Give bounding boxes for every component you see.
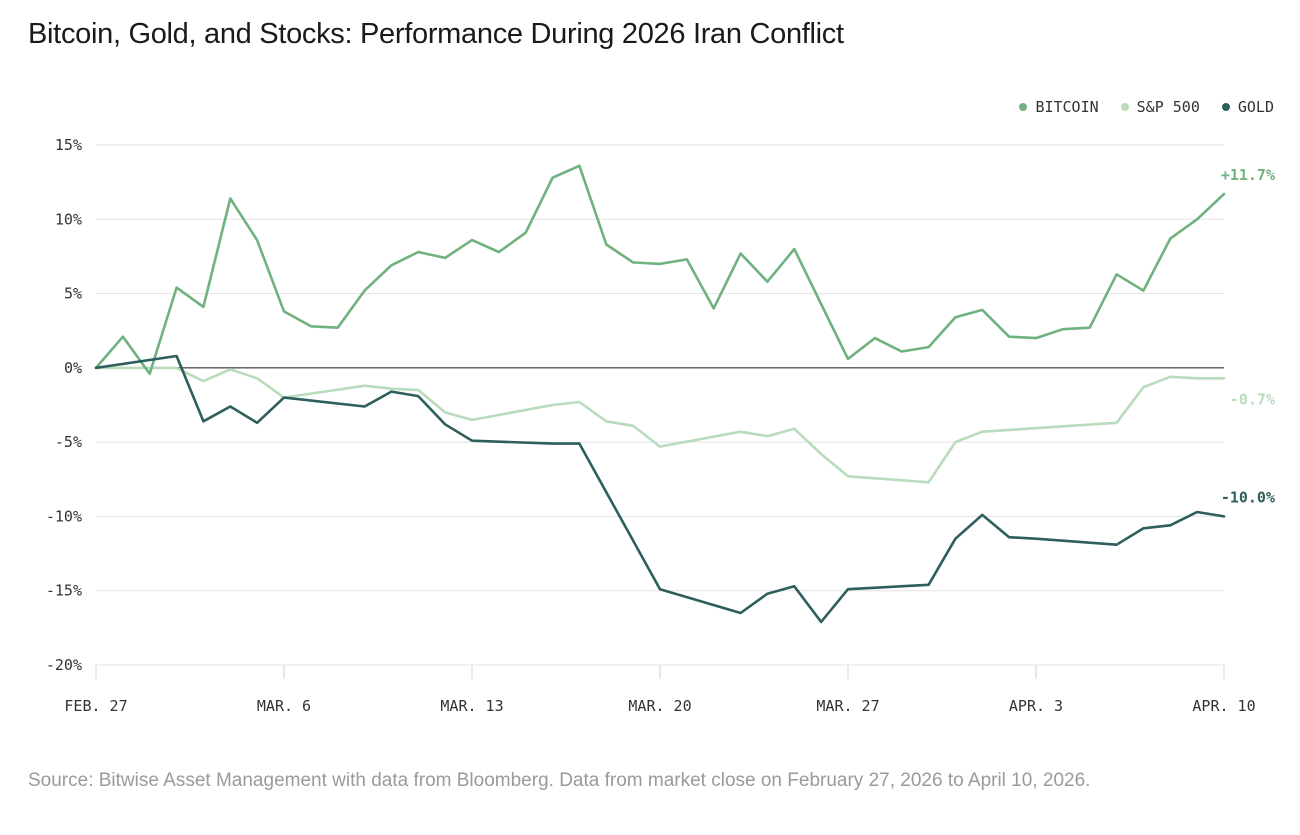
legend-item-sp500: S&P 500: [1120, 98, 1200, 116]
x-tick-label: APR. 10: [1192, 697, 1255, 715]
legend-label-bitcoin: BITCOIN: [1035, 98, 1099, 116]
y-tick-label: 5%: [64, 285, 82, 303]
x-axis-ticks: FEB. 27 MAR. 6 MAR. 13 MAR. 20 MAR. 27 APR. 3…: [64, 665, 1256, 715]
y-tick-label: 15%: [55, 136, 82, 154]
y-tick-label: 10%: [55, 210, 82, 228]
y-tick-label: -20%: [46, 656, 82, 674]
end-labels: +11.7% -0.7% -10.0%: [1221, 166, 1275, 506]
end-label-bitcoin: +11.7%: [1221, 166, 1275, 184]
line-chart: 15% 10% 5% 0% -5% -10% -15% -20% FEB. 27 MAR. 6 M…: [46, 136, 1275, 715]
series-line-s-p-500: [94, 366, 1226, 484]
x-tick-label: MAR. 20: [628, 697, 691, 715]
y-axis-ticks: 15% 10% 5% 0% -5% -10% -15% -20%: [46, 136, 82, 674]
legend-label-gold: GOLD: [1237, 98, 1274, 116]
x-tick-label: MAR. 6: [257, 697, 311, 715]
chart-title: Bitcoin, Gold, and Stocks: Performance D…: [28, 18, 844, 50]
legend: BITCOIN S&P 500 GOLD: [1019, 98, 1274, 116]
x-tick-label: MAR. 27: [816, 697, 879, 715]
legend-dot-bitcoin-icon: [1019, 103, 1028, 111]
y-tick-label: -15%: [46, 582, 82, 600]
legend-item-bitcoin: BITCOIN: [1019, 98, 1099, 116]
legend-item-gold: GOLD: [1221, 98, 1274, 116]
end-label-gold: -10.0%: [1221, 488, 1275, 506]
series-lines: [94, 164, 1226, 624]
y-tick-label: 0%: [64, 359, 82, 377]
x-tick-label: MAR. 13: [440, 697, 503, 715]
legend-dot-sp500-icon: [1120, 103, 1129, 111]
end-label-s-p-500: -0.7%: [1230, 390, 1275, 408]
series-line-gold: [94, 354, 1226, 624]
x-tick-label: APR. 3: [1009, 697, 1063, 715]
legend-label-sp500: S&P 500: [1136, 98, 1200, 116]
x-tick-label: FEB. 27: [64, 697, 127, 715]
source-note: Source: Bitwise Asset Management with da…: [28, 770, 1091, 791]
series-line-bitcoin: [94, 164, 1226, 376]
legend-dot-gold-icon: [1221, 103, 1230, 111]
y-tick-label: -5%: [55, 433, 82, 451]
y-tick-label: -10%: [46, 507, 82, 525]
